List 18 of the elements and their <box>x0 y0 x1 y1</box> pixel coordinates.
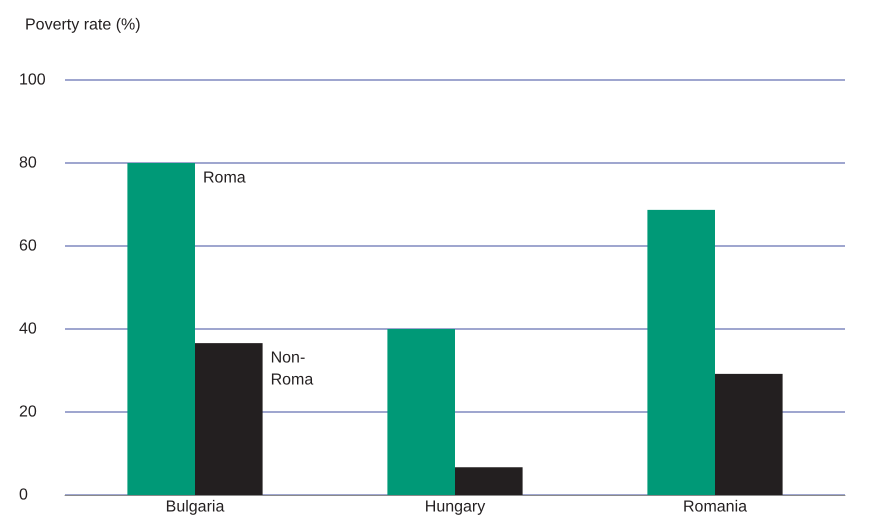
y-tick-label: 100 <box>19 72 46 88</box>
series-label: Roma <box>203 170 246 186</box>
bar <box>647 210 715 495</box>
y-axis-title: Poverty rate (%) <box>25 16 141 34</box>
bar <box>715 374 783 495</box>
bar <box>127 163 195 495</box>
y-tick-label: 40 <box>19 320 37 338</box>
x-tick-label: Romania <box>682 498 748 516</box>
y-tick-label: 80 <box>19 154 37 172</box>
bar <box>387 329 455 495</box>
bar <box>455 467 523 495</box>
y-tick-label: 60 <box>19 238 37 254</box>
y-tick-label: 0 <box>19 486 28 504</box>
x-tick-label: Bulgaria <box>166 498 224 516</box>
y-tick-label: 20 <box>19 404 37 420</box>
x-tick-label: Hungary <box>424 498 486 516</box>
series-label: Non-Roma <box>270 350 314 389</box>
bar <box>195 343 263 495</box>
